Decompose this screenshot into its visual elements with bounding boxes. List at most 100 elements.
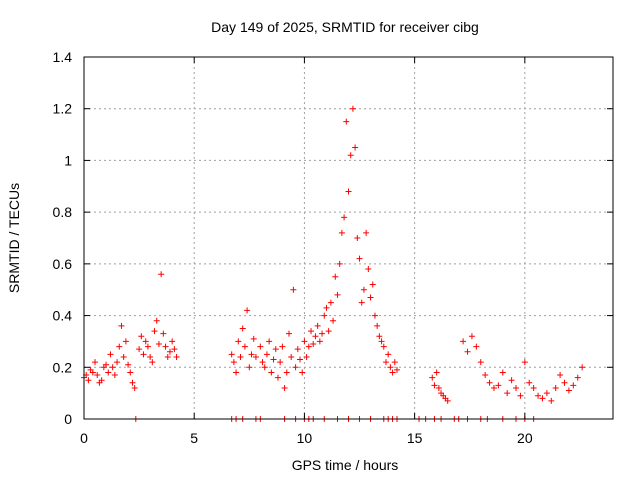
data-point — [277, 359, 284, 366]
data-point — [109, 364, 116, 371]
data-point — [85, 377, 92, 384]
data-point — [460, 338, 467, 345]
data-point — [387, 364, 394, 371]
data-point — [266, 338, 273, 345]
data-point — [543, 390, 550, 397]
data-point — [332, 273, 339, 280]
data-point — [363, 229, 370, 236]
data-point — [103, 361, 110, 368]
data-point — [345, 188, 352, 195]
data-point — [131, 384, 138, 391]
data-point — [235, 338, 242, 345]
data-point — [263, 351, 270, 358]
data-point — [107, 351, 114, 358]
data-point — [319, 330, 326, 337]
data-point — [358, 299, 365, 306]
data-point — [144, 343, 151, 350]
y-tick-label: 1.4 — [53, 49, 73, 65]
data-point — [429, 374, 436, 381]
data-point — [347, 152, 354, 159]
data-point — [574, 374, 581, 381]
data-point — [579, 364, 586, 371]
data-point — [252, 353, 259, 360]
data-point — [374, 322, 381, 329]
data-point — [371, 312, 378, 319]
data-point — [468, 333, 475, 340]
data-point — [323, 304, 330, 311]
data-point — [138, 333, 145, 340]
data-point — [565, 387, 572, 394]
data-point — [147, 353, 154, 360]
x-tick-labels: 0 5 10 15 20 — [80, 430, 533, 446]
x-tick-label: 10 — [297, 430, 313, 446]
data-point — [548, 397, 555, 404]
data-point — [89, 369, 96, 376]
data-point — [535, 392, 542, 399]
data-point — [257, 343, 264, 350]
data-point — [129, 379, 136, 386]
data-point — [338, 229, 345, 236]
data-point — [297, 356, 304, 363]
data-point — [365, 266, 372, 273]
data-point — [136, 346, 143, 353]
data-point — [312, 333, 319, 340]
data-point — [526, 379, 533, 386]
data-point — [279, 343, 286, 350]
data-point — [285, 330, 292, 337]
data-point — [435, 384, 442, 391]
data-point — [288, 353, 295, 360]
data-point — [380, 343, 387, 350]
data-point — [349, 105, 356, 112]
data-point — [433, 369, 440, 376]
data-point — [272, 346, 279, 353]
data-point — [382, 359, 389, 366]
data-point — [327, 299, 334, 306]
data-point — [552, 384, 559, 391]
y-tick-labels: 0 0.2 0.4 0.6 0.8 1 1.2 1.4 — [53, 49, 73, 427]
data-point — [504, 390, 511, 397]
data-point — [393, 366, 400, 373]
data-point — [385, 351, 392, 358]
data-point — [160, 330, 167, 337]
y-tick-label: 0.4 — [53, 308, 73, 324]
data-point — [330, 317, 337, 324]
data-point — [142, 338, 149, 345]
data-point — [343, 118, 350, 125]
data-point — [431, 382, 438, 389]
data-point — [369, 281, 376, 288]
data-point — [173, 353, 180, 360]
data-point — [233, 369, 240, 376]
x-tick-label: 20 — [517, 430, 533, 446]
data-point — [316, 338, 323, 345]
data-point — [241, 343, 248, 350]
data-point — [561, 379, 568, 386]
data-point — [513, 384, 520, 391]
data-point — [444, 397, 451, 404]
data-point — [495, 382, 502, 389]
data-point — [490, 384, 497, 391]
y-tick-label: 0.8 — [53, 204, 73, 220]
data-point — [239, 325, 246, 332]
data-point — [325, 328, 332, 335]
data-point — [367, 294, 374, 301]
plot-frame — [83, 56, 614, 420]
data-point — [244, 307, 251, 314]
data-point — [517, 392, 524, 399]
data-point — [360, 286, 367, 293]
data-point — [305, 343, 312, 350]
data-point — [120, 353, 127, 360]
data-point — [270, 356, 277, 363]
grid-lines — [84, 57, 613, 419]
data-point — [246, 364, 253, 371]
data-point — [521, 359, 528, 366]
data-point — [292, 364, 299, 371]
data-point — [149, 359, 156, 366]
data-point — [508, 377, 515, 384]
data-point — [352, 144, 359, 151]
x-tick-label: 15 — [407, 430, 423, 446]
data-point — [378, 338, 385, 345]
data-point — [389, 369, 396, 376]
data-point — [125, 361, 132, 368]
data-point — [482, 372, 489, 379]
